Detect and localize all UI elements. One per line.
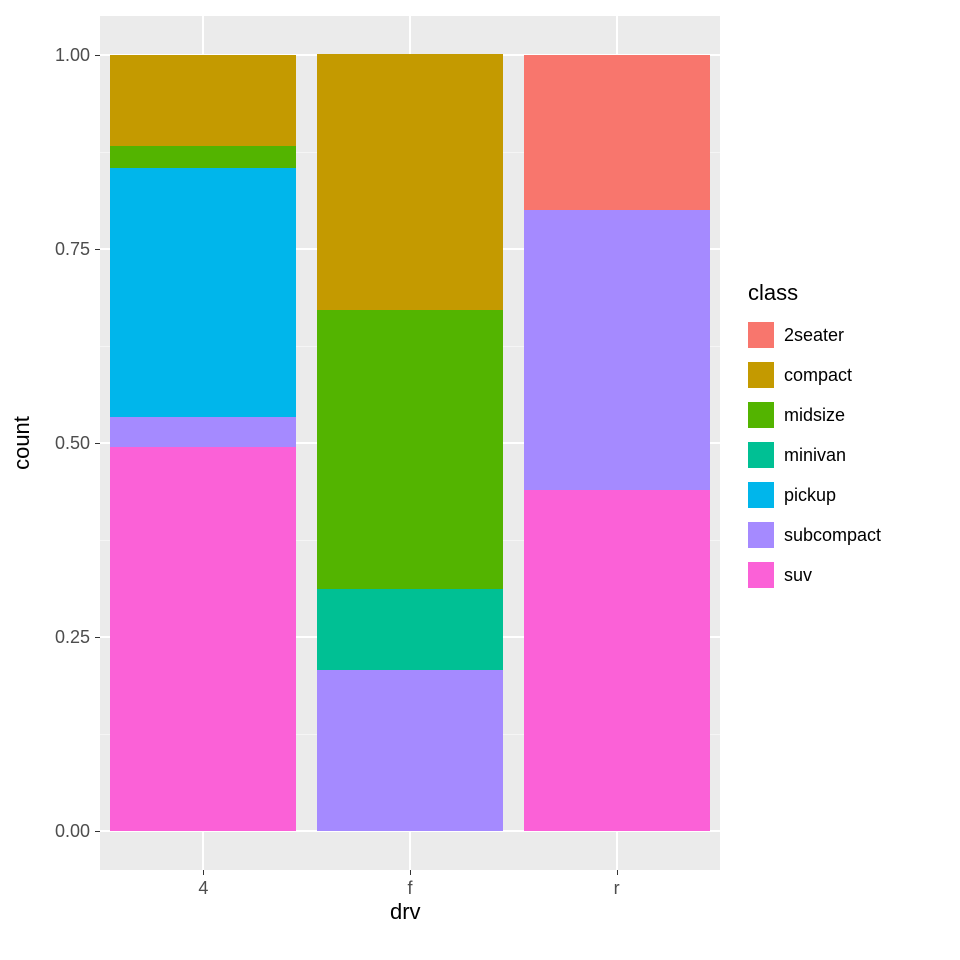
y-tick-mark <box>95 443 100 444</box>
legend-swatch <box>748 402 774 428</box>
bar-segment <box>110 168 296 416</box>
legend-label: midsize <box>784 405 845 426</box>
y-tick-label: 0.00 <box>30 821 90 842</box>
legend-key <box>748 322 774 348</box>
legend-label: pickup <box>784 485 836 506</box>
legend-label: suv <box>784 565 812 586</box>
bar-segment <box>317 54 503 310</box>
y-tick-label: 0.75 <box>30 239 90 260</box>
y-tick-mark <box>95 637 100 638</box>
legend-swatch <box>748 482 774 508</box>
bar-segment <box>110 146 296 169</box>
bar-segment <box>317 589 503 670</box>
legend-key <box>748 402 774 428</box>
bar-segment <box>317 310 503 589</box>
legend-key <box>748 442 774 468</box>
x-tick-label: 4 <box>163 878 243 899</box>
y-tick-label: 0.25 <box>30 627 90 648</box>
legend-item: 2seater <box>748 322 881 348</box>
bar-segment <box>524 210 710 489</box>
bar-segment <box>110 447 296 831</box>
legend-key <box>748 362 774 388</box>
legend-key <box>748 562 774 588</box>
x-axis-label: drv <box>390 899 421 925</box>
bar-segment <box>524 490 710 832</box>
legend-label: minivan <box>784 445 846 466</box>
legend-item: compact <box>748 362 881 388</box>
legend-item: suv <box>748 562 881 588</box>
y-tick-mark <box>95 249 100 250</box>
legend-swatch <box>748 562 774 588</box>
y-tick-mark <box>95 831 100 832</box>
y-tick-mark <box>95 55 100 56</box>
x-tick-mark <box>617 870 618 875</box>
y-tick-label: 1.00 <box>30 45 90 66</box>
legend-key <box>748 482 774 508</box>
legend-label: compact <box>784 365 852 386</box>
legend-label: subcompact <box>784 525 881 546</box>
legend-swatch <box>748 522 774 548</box>
bar-segment <box>524 55 710 210</box>
legend-key <box>748 522 774 548</box>
bar-segment <box>317 670 503 831</box>
x-tick-mark <box>410 870 411 875</box>
stacked-bar-chart: count 0.000.250.500.751.00 4fr drv class… <box>0 0 960 960</box>
legend-swatch <box>748 442 774 468</box>
x-tick-mark <box>203 870 204 875</box>
legend-swatch <box>748 322 774 348</box>
bar-segment <box>110 55 296 146</box>
x-tick-label: r <box>577 878 657 899</box>
legend-item: subcompact <box>748 522 881 548</box>
legend-item: pickup <box>748 482 881 508</box>
legend-swatch <box>748 362 774 388</box>
legend-title: class <box>748 280 881 306</box>
y-tick-label: 0.50 <box>30 433 90 454</box>
x-tick-label: f <box>370 878 450 899</box>
legend-item: midsize <box>748 402 881 428</box>
legend-label: 2seater <box>784 325 844 346</box>
legend-item: minivan <box>748 442 881 468</box>
bar-segment <box>110 417 296 447</box>
legend: class 2seater compact midsize minivan pickup… <box>748 280 881 602</box>
plot-panel <box>100 16 720 870</box>
